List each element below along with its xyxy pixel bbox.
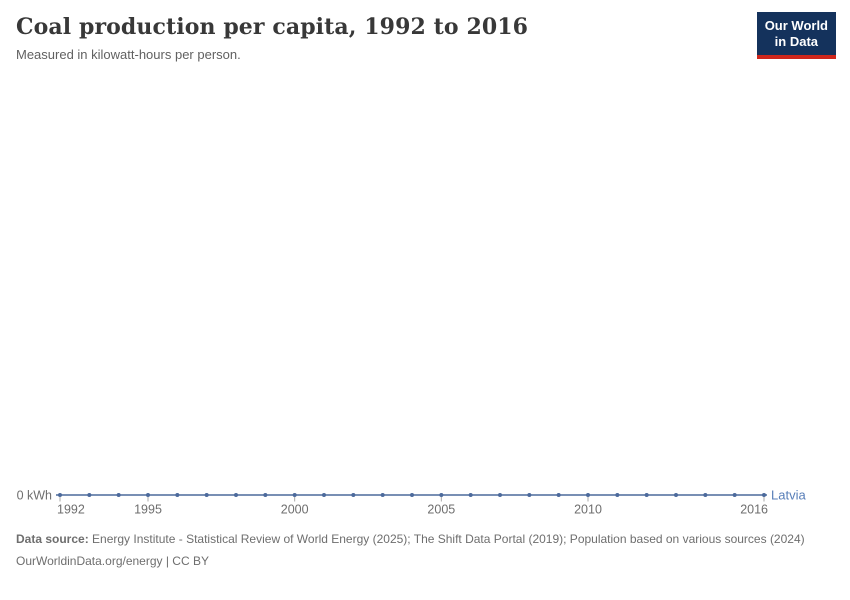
axis-svg: 1992 1995 2000 2005 2010 2016 0 kWh Latvia xyxy=(17,488,807,517)
chart-subtitle: Measured in kilowatt-hours per person. xyxy=(16,47,241,63)
y-axis-zero-label: 0 kWh xyxy=(17,489,52,503)
data-point[interactable] xyxy=(674,493,678,497)
data-point[interactable] xyxy=(204,493,209,497)
data-point[interactable] xyxy=(498,493,502,497)
data-point[interactable] xyxy=(556,493,561,497)
chart-footer: Data source: Energy Institute - Statisti… xyxy=(16,532,822,569)
data-point[interactable] xyxy=(703,493,708,497)
data-point[interactable] xyxy=(234,493,238,497)
x-tick-label: 2005 xyxy=(427,503,455,517)
x-tick-label: 2000 xyxy=(281,503,309,517)
data-point[interactable] xyxy=(292,493,297,497)
chart-plot-area xyxy=(0,80,850,478)
data-point[interactable] xyxy=(263,493,268,497)
owid-logo-line2: in Data xyxy=(774,34,819,50)
owid-logo[interactable]: Our World in Data xyxy=(756,12,836,59)
data-point[interactable] xyxy=(351,493,356,497)
x-tick-label: 1992 xyxy=(57,503,85,517)
data-point[interactable] xyxy=(644,493,649,497)
data-point[interactable] xyxy=(175,493,180,497)
chart-title: Coal production per capita, 1992 to 2016 xyxy=(16,14,529,40)
data-source-label: Data source: xyxy=(16,532,89,546)
data-point[interactable] xyxy=(527,493,532,497)
data-point[interactable] xyxy=(380,493,385,497)
owid-logo-line1: Our World xyxy=(764,18,828,33)
data-point[interactable] xyxy=(58,493,62,497)
footer-source: Data source: Energy Institute - Statisti… xyxy=(16,532,822,548)
data-point[interactable] xyxy=(586,493,590,497)
footer-license[interactable]: OurWorldinData.org/energy | CC BY xyxy=(16,553,209,568)
data-point[interactable] xyxy=(439,493,444,497)
x-tick-label: 1995 xyxy=(134,503,162,517)
entity-label[interactable]: Latvia xyxy=(771,488,806,503)
data-point[interactable] xyxy=(116,493,121,497)
data-point[interactable] xyxy=(322,493,326,497)
data-point[interactable] xyxy=(732,493,737,497)
chart-header: Coal production per capita, 1992 to 2016… xyxy=(16,14,740,64)
data-point[interactable] xyxy=(146,493,150,497)
x-tick-label: 2016 xyxy=(740,503,768,517)
data-source-text: Energy Institute - Statistical Review of… xyxy=(88,532,805,546)
data-point[interactable] xyxy=(468,493,473,497)
data-point[interactable] xyxy=(87,493,92,497)
data-point[interactable] xyxy=(615,493,620,497)
data-point[interactable] xyxy=(762,493,766,497)
data-point[interactable] xyxy=(410,493,414,497)
x-tick-label: 2010 xyxy=(574,503,602,517)
